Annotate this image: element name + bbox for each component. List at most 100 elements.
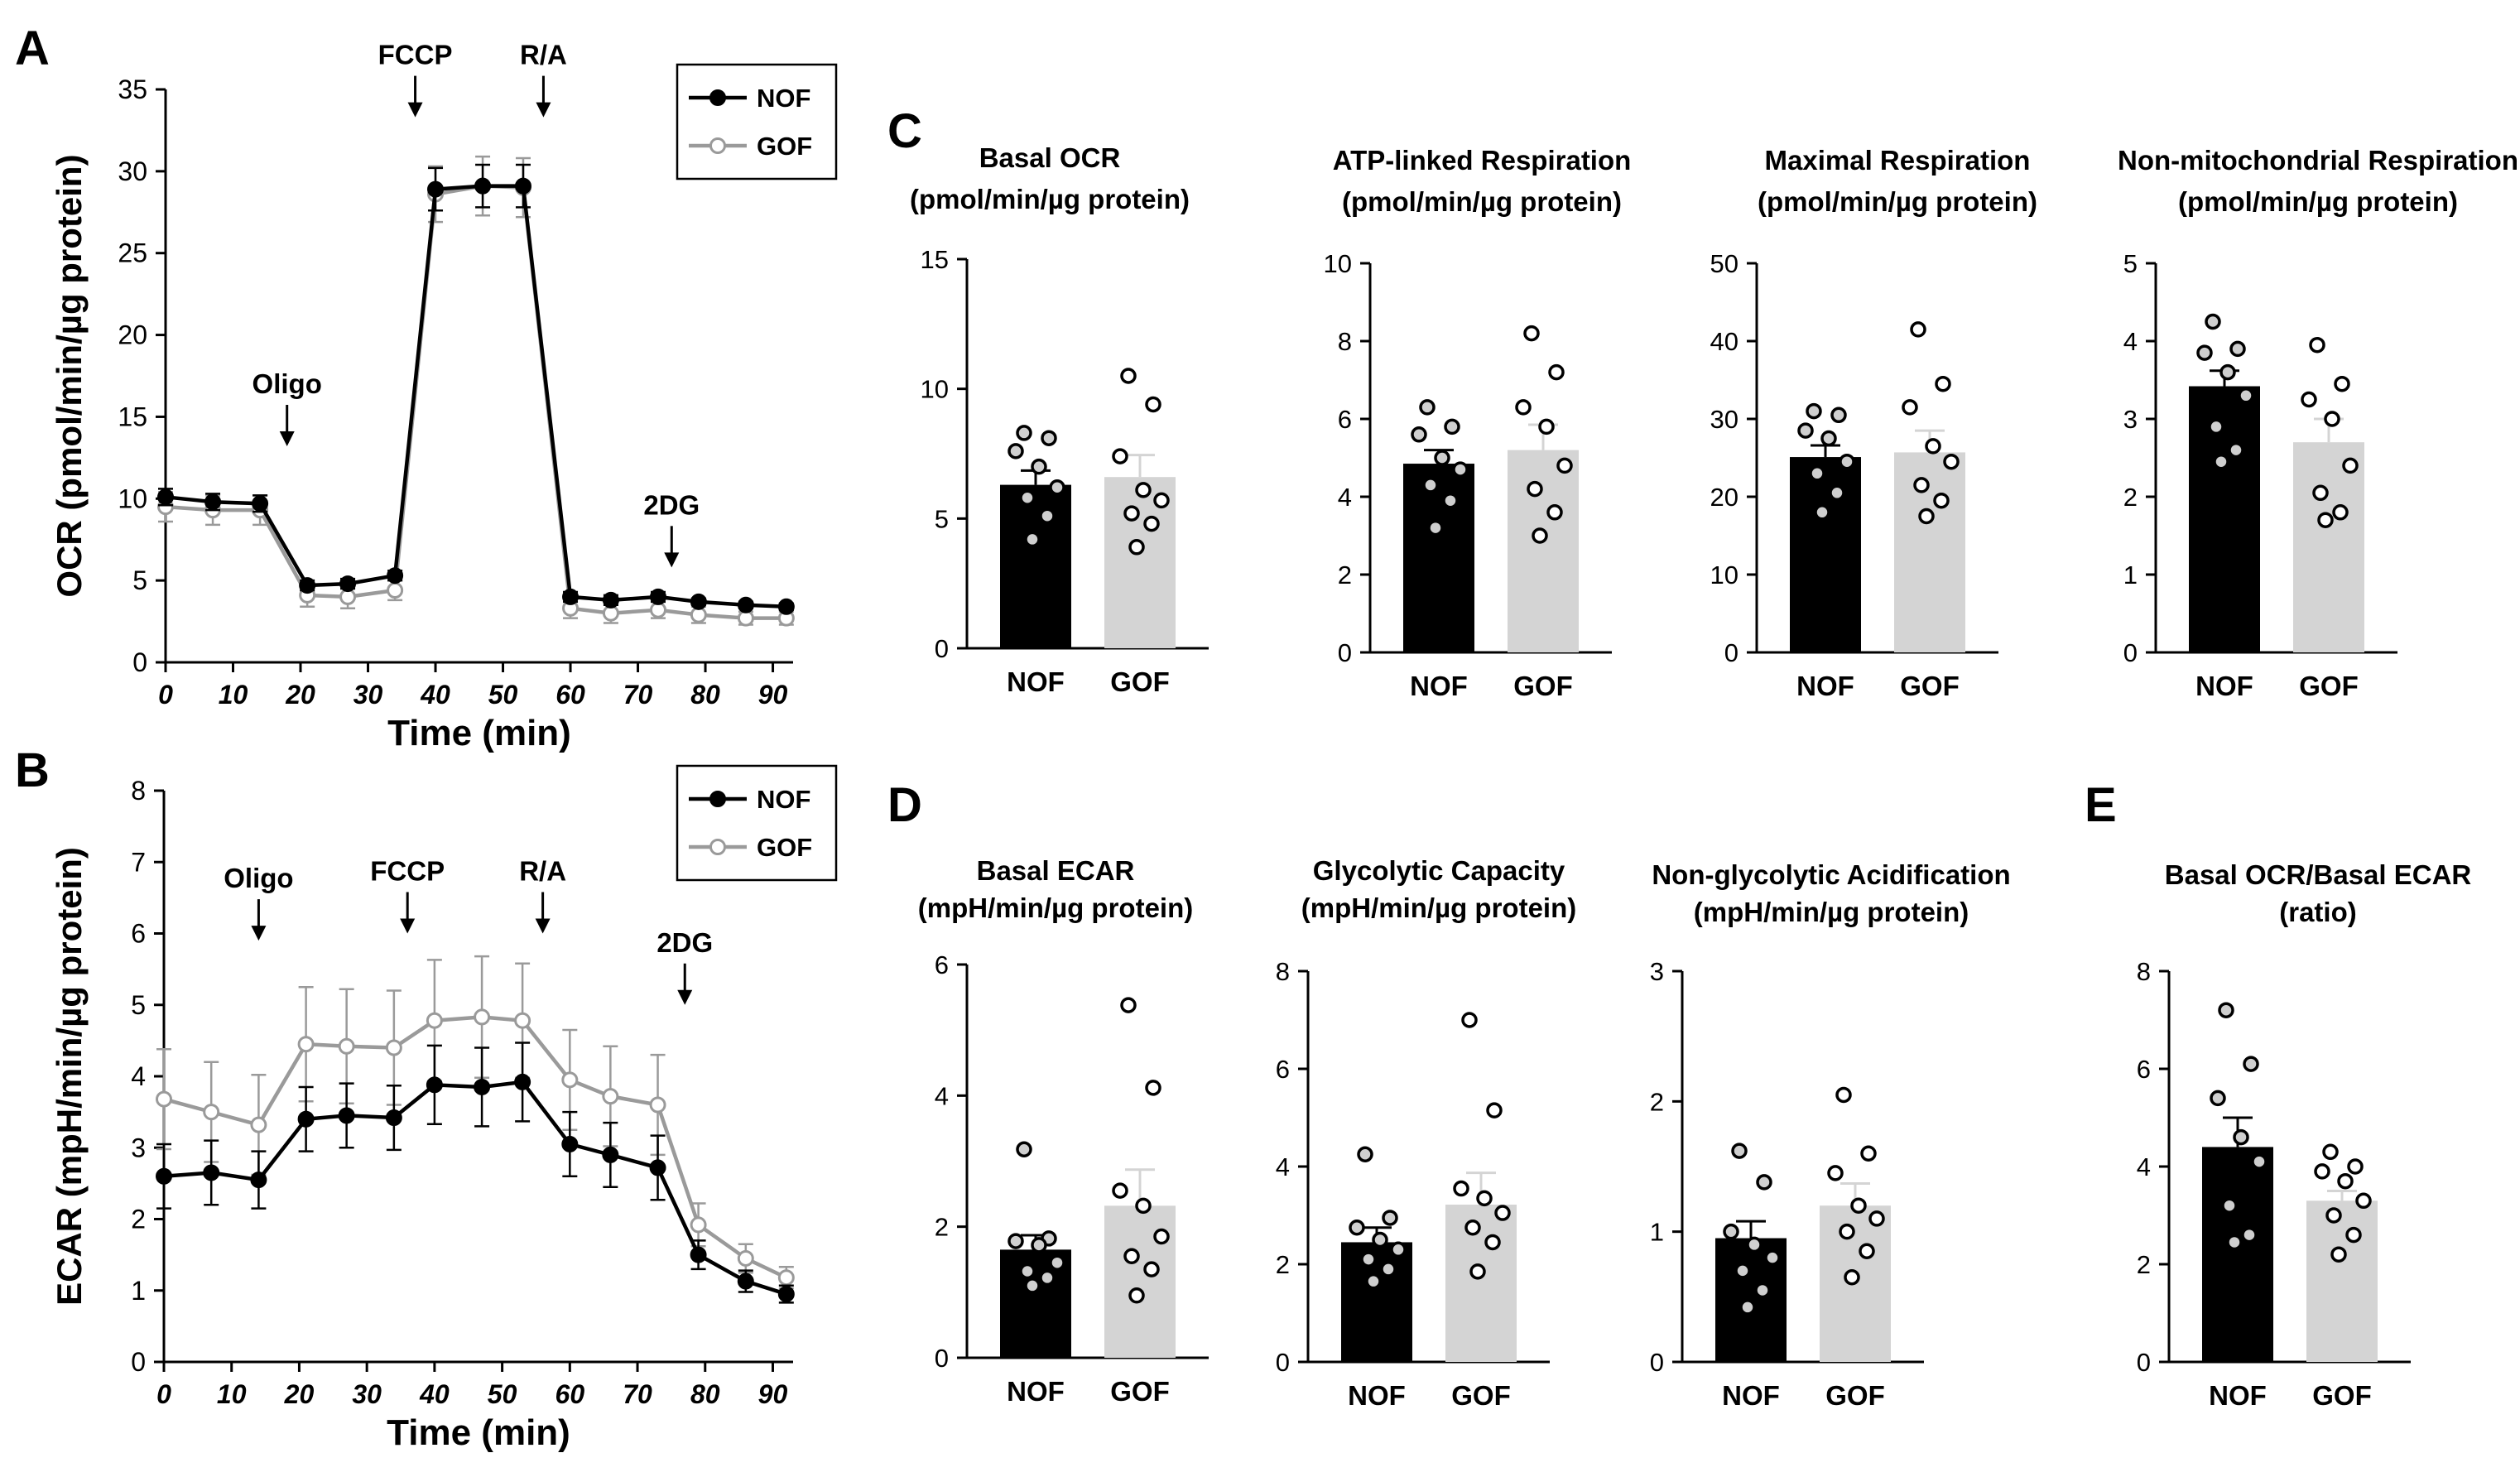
data-point-gof: [1461, 1012, 1478, 1028]
point-nof: [427, 180, 445, 198]
chart-c4: Non-mitochondrial Respiration (pmol/min/µ…: [2118, 145, 2518, 701]
panel-letter-d: D: [887, 778, 922, 832]
y-tick-label: 4: [935, 1081, 949, 1110]
chart-subtitle: (mpH/min/µg protein): [918, 892, 1193, 923]
x-tick-label: NOF: [1722, 1380, 1780, 1411]
y-tick-label: 20: [118, 320, 147, 350]
data-point-gof: [1145, 396, 1161, 413]
panel-letter-e: E: [2085, 778, 2117, 832]
point-gof: [338, 1037, 355, 1055]
data-point-nof: [1039, 1269, 1056, 1287]
point-gof: [602, 1088, 619, 1105]
bar-nof: [1790, 457, 1861, 652]
data-point-gof: [2314, 1163, 2330, 1180]
legend-marker-gof: [709, 137, 726, 154]
data-point-nof: [1411, 426, 1427, 443]
bar-gof: [1104, 1205, 1176, 1358]
x-tick-label: 70: [623, 680, 653, 710]
data-point-nof: [1452, 461, 1469, 478]
data-point-gof: [1910, 321, 1926, 338]
y-tick-label: 10: [118, 484, 147, 513]
x-tick-label: 50: [488, 680, 518, 710]
point-nof: [602, 1146, 619, 1163]
chart-subtitle: (pmol/min/µg protein): [910, 184, 1190, 214]
y-tick-label: 0: [935, 1344, 949, 1373]
data-point-nof: [1422, 477, 1439, 493]
data-point-nof: [2218, 1002, 2234, 1018]
data-point-gof: [1523, 325, 1540, 342]
data-point-nof: [1019, 1263, 1036, 1280]
x-tick-label: 80: [690, 680, 720, 710]
data-point-gof: [1153, 1228, 1170, 1245]
point-nof: [387, 567, 404, 585]
annotation-arrowhead: [535, 918, 551, 934]
point-gof: [514, 1012, 531, 1029]
annotation-label: R/A: [520, 40, 567, 70]
x-tick-label: GOF: [2299, 671, 2359, 701]
chart-e: Basal OCR/Basal ECAR (ratio) 0 2 4 6 8 NOF GOF: [2137, 859, 2472, 1411]
point-nof: [299, 577, 316, 594]
point-nof: [385, 1109, 402, 1127]
x-tick-label: 60: [555, 680, 585, 710]
x-tick-label: 40: [420, 680, 450, 710]
x-tick-label: 30: [352, 1379, 382, 1409]
y-tick-label: 20: [1710, 483, 1739, 512]
x-tick-label: NOF: [1007, 1376, 1065, 1407]
data-point-nof: [1820, 430, 1837, 447]
x-tick-label: 50: [488, 1379, 517, 1409]
y-tick-label: 10: [921, 375, 949, 404]
panel-letter-a: A: [15, 22, 50, 75]
point-nof: [649, 588, 666, 605]
data-point-nof: [1434, 450, 1450, 466]
x-tick-label: 30: [353, 680, 383, 710]
data-point-gof: [1128, 539, 1145, 556]
y-tick-label: 4: [2123, 327, 2138, 356]
chart-c1: Basal OCR (pmol/min/µg protein) 0 5 10 15 NOF G…: [910, 142, 1209, 697]
x-tick-label: GOF: [1451, 1380, 1511, 1411]
y-tick-label: 25: [118, 238, 147, 268]
x-tick-label: 70: [623, 1379, 652, 1409]
point-nof: [204, 493, 222, 511]
data-point-nof: [1016, 1141, 1032, 1157]
point-nof: [474, 177, 492, 195]
y-tick-label: 2: [935, 1213, 949, 1242]
data-point-gof: [1538, 418, 1555, 435]
y-tick-label: 8: [131, 776, 146, 806]
data-point-gof: [1120, 997, 1137, 1013]
x-tick-label: 40: [419, 1379, 450, 1409]
annotation-label: R/A: [519, 856, 566, 887]
data-point-nof: [2233, 1128, 2249, 1146]
x-tick-label: NOF: [2195, 671, 2253, 701]
y-tick-label: 10: [1324, 249, 1352, 278]
data-point-gof: [2324, 411, 2340, 427]
data-point-gof: [1123, 1248, 1140, 1265]
y-tick-label: 6: [2137, 1055, 2151, 1084]
annotation-arrowhead: [677, 989, 693, 1005]
chart-title: Glycolytic Capacity: [1313, 855, 1565, 886]
annotation-label: 2DG: [643, 489, 700, 520]
data-point-gof: [2301, 391, 2317, 408]
bar-gof: [2306, 1200, 2378, 1362]
data-point-nof: [2210, 1090, 2226, 1107]
y-tick-label: 0: [1724, 638, 1739, 667]
point-gof: [690, 1216, 707, 1234]
y-tick-label: 6: [1276, 1055, 1290, 1084]
annotation-label: FCCP: [378, 40, 453, 70]
point-gof: [649, 1096, 666, 1114]
data-point-gof: [2330, 1246, 2347, 1263]
data-point-nof: [2238, 387, 2254, 404]
data-point-gof: [1494, 1205, 1511, 1221]
data-point-nof: [2241, 1226, 2258, 1244]
legend-box: [676, 764, 838, 882]
point-nof: [777, 1286, 795, 1303]
data-point-gof: [1135, 482, 1152, 498]
data-point-nof: [2221, 1197, 2238, 1214]
point-nof: [252, 495, 269, 512]
x-tick-label: NOF: [1410, 671, 1468, 701]
point-nof: [203, 1164, 220, 1181]
y-tick-label: 2: [1276, 1250, 1290, 1279]
chart-title: Non-glycolytic Acidification: [1652, 859, 2010, 890]
